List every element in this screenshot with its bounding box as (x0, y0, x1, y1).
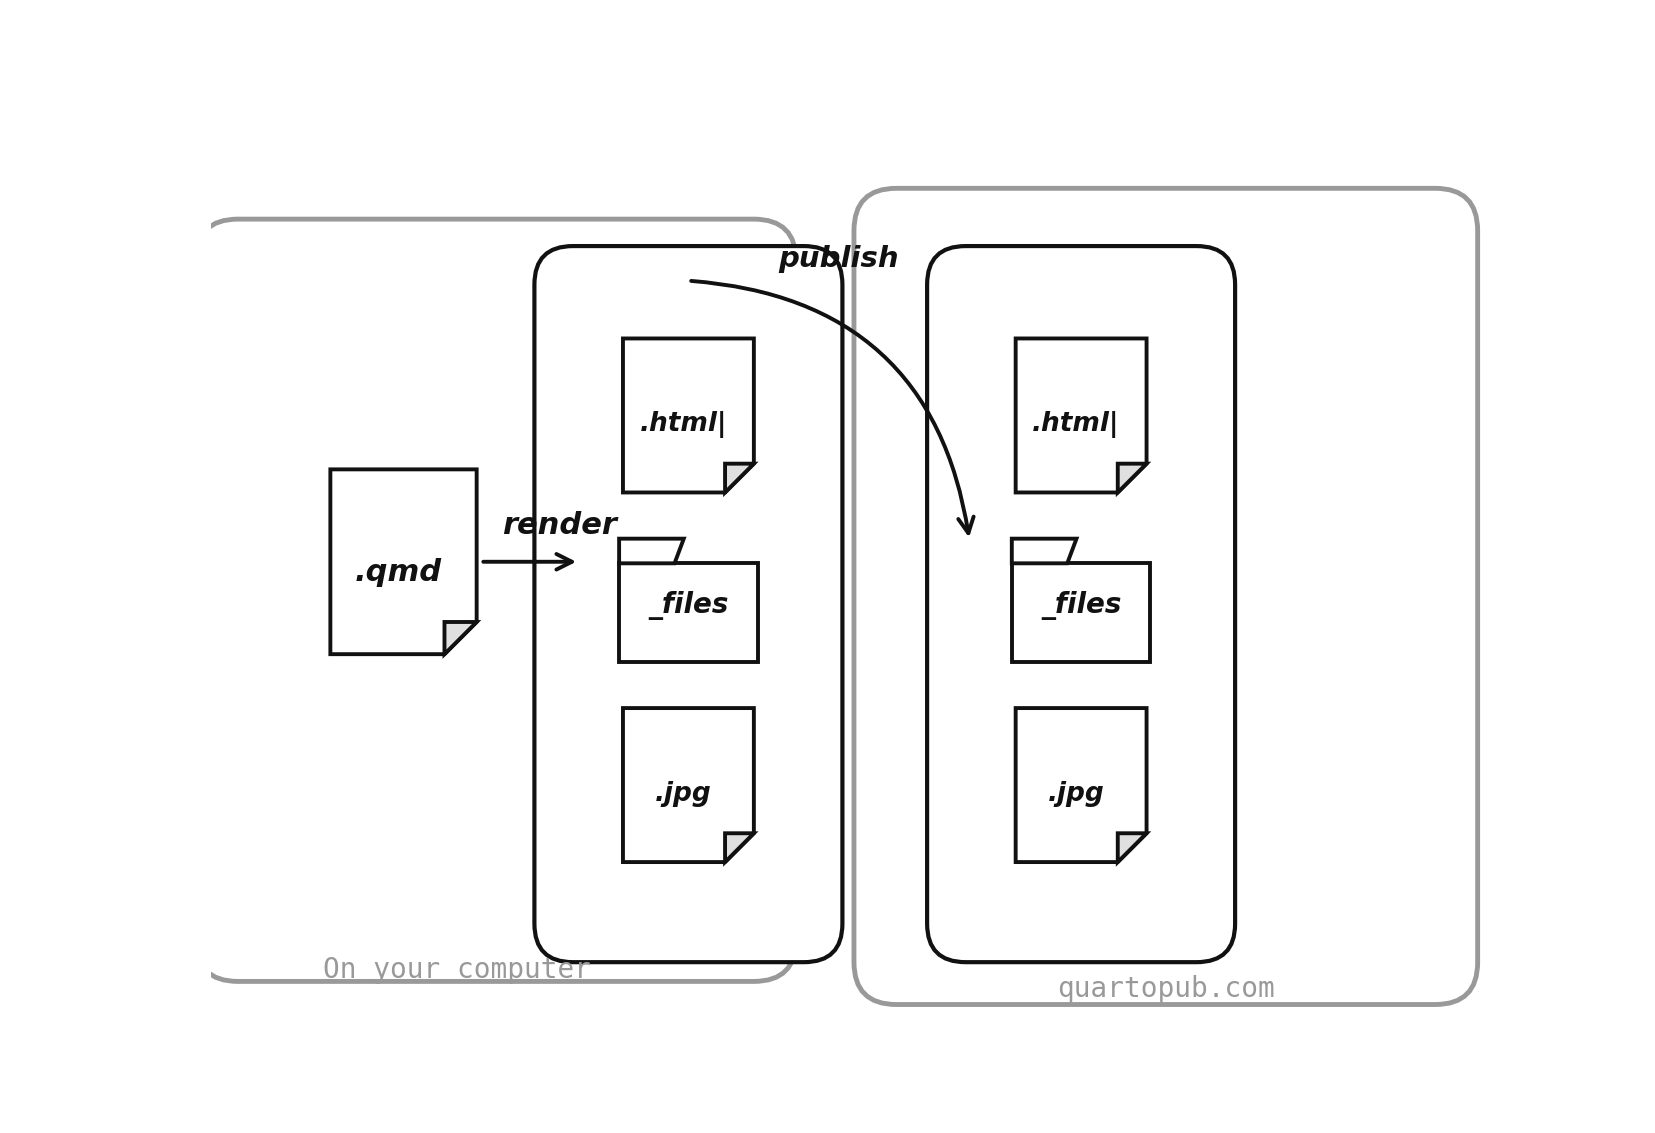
Text: .qmd: .qmd (354, 559, 442, 587)
Polygon shape (331, 469, 477, 654)
Text: .jpg: .jpg (655, 782, 712, 808)
Text: .html|: .html| (639, 411, 727, 438)
FancyBboxPatch shape (854, 188, 1478, 1005)
Text: _files: _files (1041, 590, 1122, 620)
Text: publish: publish (778, 245, 899, 273)
FancyBboxPatch shape (535, 246, 842, 962)
Text: On your computer: On your computer (323, 956, 591, 983)
Polygon shape (1011, 538, 1076, 563)
Polygon shape (445, 622, 477, 654)
Polygon shape (725, 833, 755, 862)
Polygon shape (725, 463, 755, 493)
Text: .html|: .html| (1033, 411, 1120, 438)
Polygon shape (1016, 708, 1147, 862)
FancyBboxPatch shape (927, 246, 1235, 962)
Polygon shape (1011, 563, 1150, 662)
Polygon shape (1117, 463, 1147, 493)
Polygon shape (1117, 833, 1147, 862)
Text: quartopub.com: quartopub.com (1058, 976, 1274, 1003)
FancyBboxPatch shape (195, 219, 796, 981)
Text: .jpg: .jpg (1048, 782, 1104, 808)
Text: render: render (501, 511, 617, 540)
FancyArrowPatch shape (692, 281, 973, 534)
Text: _files: _files (649, 590, 728, 620)
Polygon shape (1016, 339, 1147, 493)
Polygon shape (619, 538, 684, 563)
Polygon shape (619, 563, 758, 662)
Polygon shape (622, 708, 755, 862)
Polygon shape (622, 339, 755, 493)
